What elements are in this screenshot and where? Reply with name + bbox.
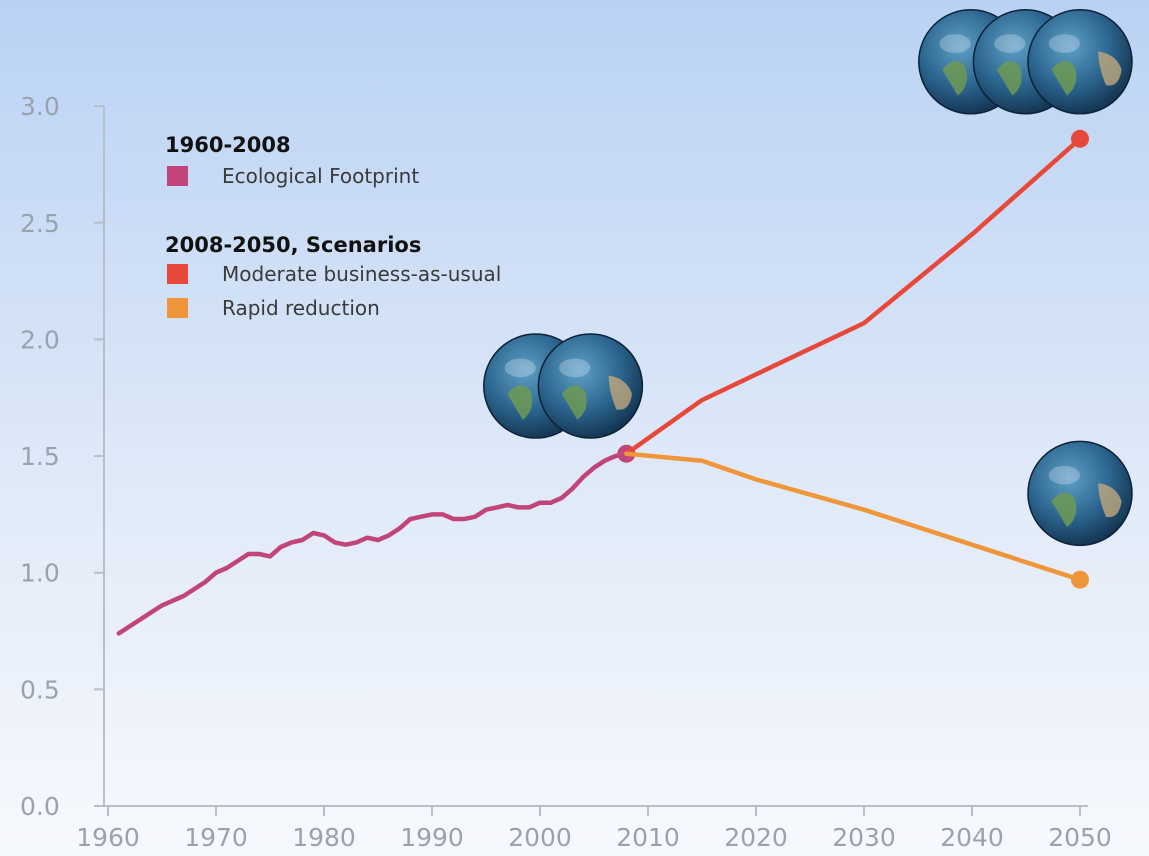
legend: 1960-2008 Ecological Footprint 2008-2050, …	[165, 133, 501, 320]
earth-land-shape	[996, 61, 1022, 96]
y-tick-label: 0.0	[20, 792, 60, 821]
y-tick-label: 2.5	[20, 209, 60, 238]
earth-land-shape	[1098, 51, 1122, 86]
axes: 0.0 0.5 1.0 1.5 2.0 2.5 3.0 1960 1970 1980 1990 200…	[20, 92, 1112, 852]
earth-globe-shape	[537, 333, 644, 439]
series-lines	[116, 129, 1089, 636]
earth-land-shape	[1051, 61, 1077, 96]
earth-land-shape	[561, 385, 587, 420]
series-line-rapid-reduction	[624, 451, 1083, 582]
series-end-point-moderate-business-as-usual	[1071, 129, 1089, 148]
earth-land-shape	[1051, 492, 1077, 528]
legend-swatch	[167, 166, 188, 186]
earth-globe-shape	[1027, 440, 1133, 547]
series-end-point-rapid-reduction	[1071, 570, 1089, 589]
earth-icon	[1027, 440, 1133, 547]
earth-highlight	[1048, 34, 1080, 53]
earth-icon-group	[483, 333, 644, 439]
x-tick-label: 2040	[940, 823, 1004, 852]
legend-heading: 1960-2008	[165, 133, 291, 157]
legend-swatch	[167, 264, 188, 284]
y-tick-label: 1.0	[20, 559, 60, 588]
earth-land-shape	[1098, 482, 1122, 518]
earth-highlight	[1048, 465, 1080, 485]
x-tick-label: 1990	[400, 823, 464, 852]
earth-highlight	[559, 358, 591, 378]
x-tick-label: 1980	[292, 823, 356, 852]
y-tick-label: 0.5	[20, 675, 60, 704]
earth-globe-shape	[1027, 9, 1133, 115]
y-tick-label: 1.5	[20, 442, 60, 471]
earth-land-shape	[507, 385, 533, 420]
legend-heading: 2008-2050, Scenarios	[165, 233, 421, 257]
earth-highlight	[994, 34, 1026, 53]
legend-label: Moderate business-as-usual	[222, 262, 501, 286]
earth-highlight	[939, 34, 971, 53]
x-tick-label: 2010	[616, 823, 680, 852]
earth-highlight	[504, 358, 536, 378]
earth-icon	[537, 333, 644, 439]
legend-label: Ecological Footprint	[222, 164, 419, 188]
x-tick-label: 2030	[832, 823, 896, 852]
y-tick-label: 2.0	[20, 325, 60, 354]
earth-land-shape	[942, 61, 968, 96]
earth-icons	[483, 9, 1133, 547]
earth-icon	[1027, 9, 1133, 115]
series-line-ecological-footprint	[116, 451, 629, 636]
series-line-moderate-business-as-usual	[624, 136, 1083, 456]
y-tick-label: 3.0	[20, 92, 60, 121]
earth-icon-group	[918, 9, 1133, 115]
x-tick-label: 1960	[76, 823, 140, 852]
legend-swatch	[167, 298, 188, 318]
earth-icon-group	[1027, 440, 1133, 547]
legend-label: Rapid reduction	[222, 296, 380, 320]
x-tick-label: 2000	[508, 823, 572, 852]
x-tick-label: 1970	[184, 823, 248, 852]
x-tick-label: 2020	[724, 823, 788, 852]
earth-land-shape	[608, 375, 632, 410]
x-tick-label: 2050	[1048, 823, 1112, 852]
